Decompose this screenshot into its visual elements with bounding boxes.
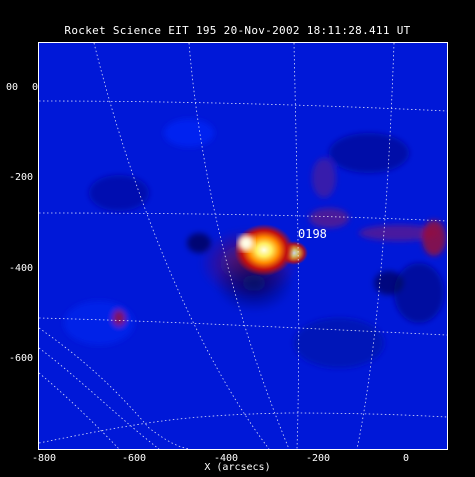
y-tick-2: -400 (9, 263, 34, 274)
x-tick-2: -400 (214, 453, 239, 464)
x-tick-0: -800 (32, 453, 57, 464)
solar-image-frame (38, 42, 448, 450)
x-axis-label: X (arcsecs) (204, 462, 271, 473)
x-tick-1: -600 (122, 453, 147, 464)
image-title: Rocket Science EIT 195 20-Nov-2002 18:11… (64, 24, 411, 37)
y-tick-1: -200 (9, 172, 34, 183)
x-tick-3: -200 (306, 453, 331, 464)
active-region (199, 224, 308, 313)
y-tick-3: -600 (9, 353, 34, 364)
y-tick-partial: 00 (6, 82, 19, 93)
active-region-label: 0198 (298, 227, 327, 241)
y-tick-0: 0 (32, 82, 39, 93)
solar-image (39, 43, 447, 449)
heliographic-grid (39, 43, 447, 449)
x-tick-4: 0 (403, 453, 410, 464)
